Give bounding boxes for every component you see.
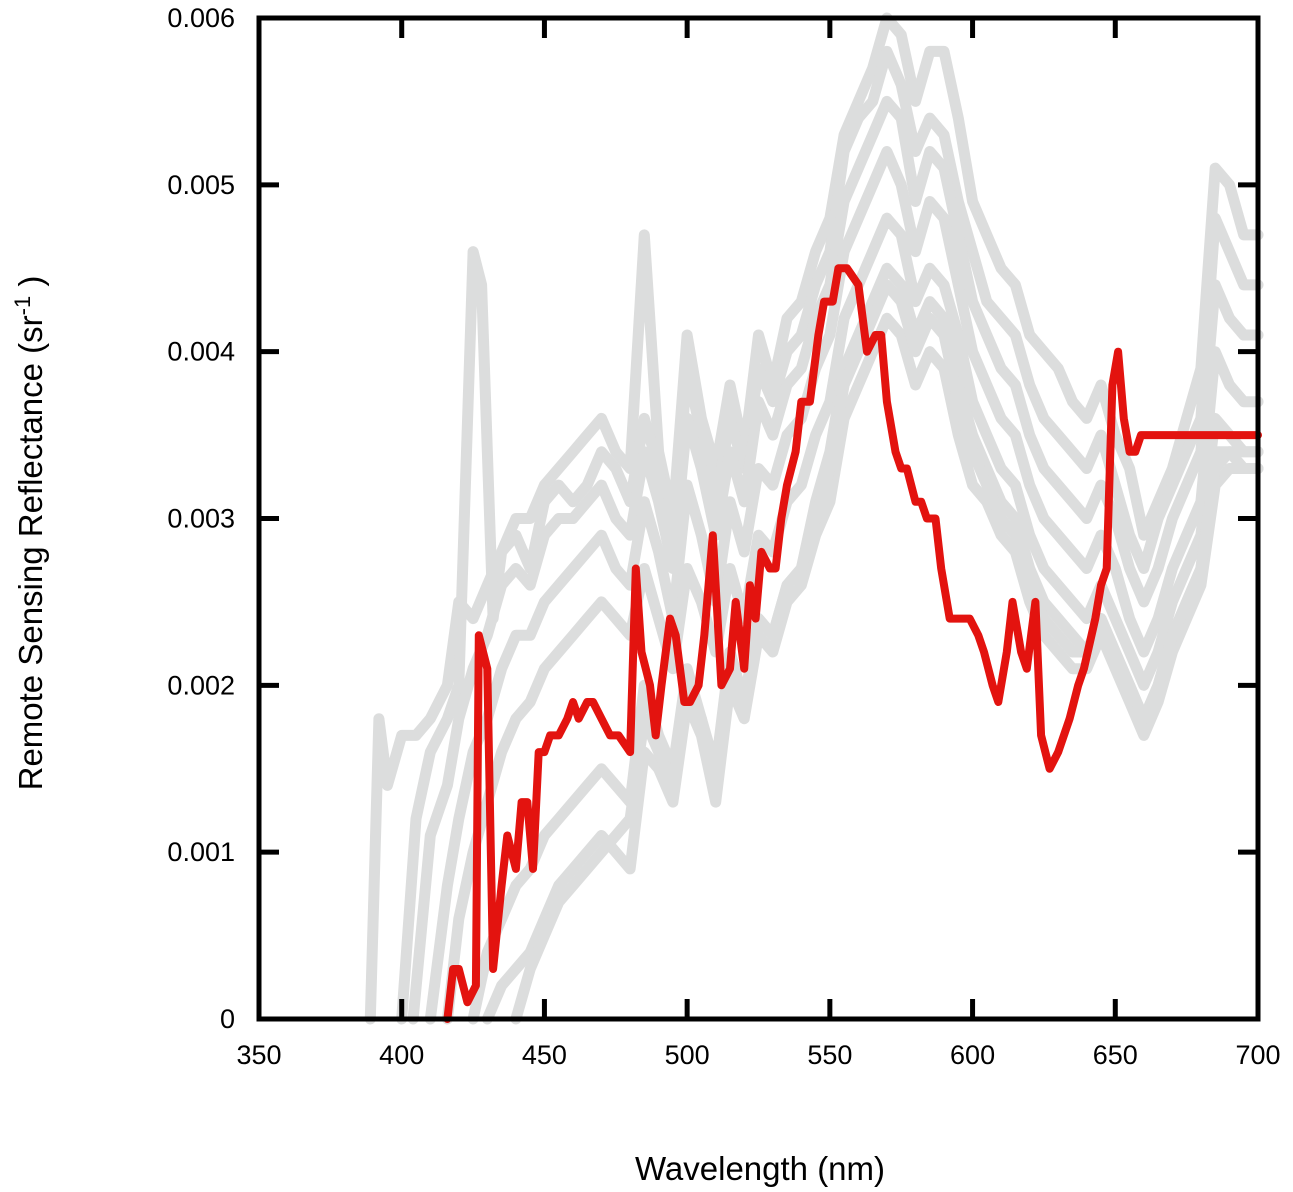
y-tick-label: 0.001 xyxy=(167,837,235,867)
background-series-line-8 xyxy=(510,279,1264,1025)
y-axis-title-superscript: -1 xyxy=(10,296,35,316)
y-tick-label: 0 xyxy=(220,1004,235,1034)
x-tick-label: 550 xyxy=(807,1040,852,1070)
x-tick-label: 700 xyxy=(1235,1040,1280,1070)
tick-labels: 350 400 450 500 550 600 650 700 0 0.001 0.002 0.003… xyxy=(167,3,1280,1070)
highlight-series-line xyxy=(443,264,1262,1023)
y-axis-title: Remote Sensing Reflectance (sr-1 ) xyxy=(10,276,49,791)
y-tick-label: 0.006 xyxy=(167,3,235,33)
highlight-series-group xyxy=(443,264,1262,1023)
background-series-line-4 xyxy=(424,146,1264,1025)
background-series-line-3 xyxy=(407,95,1264,1025)
y-tick-label: 0.002 xyxy=(167,670,235,700)
y-tick-label: 0.003 xyxy=(167,504,235,534)
background-series-line-7 xyxy=(481,312,1264,1025)
x-tick-label: 450 xyxy=(522,1040,567,1070)
x-tick-label: 400 xyxy=(379,1040,424,1070)
axis-ticks xyxy=(259,18,1258,1019)
y-axis-title-suffix: ) xyxy=(12,276,49,296)
y-tick-label: 0.005 xyxy=(167,170,235,200)
x-tick-label: 500 xyxy=(665,1040,710,1070)
y-tick-label: 0.004 xyxy=(167,337,235,367)
background-series-line-5 xyxy=(441,212,1264,1025)
y-axis-title-main: Remote Sensing Reflectance (sr xyxy=(12,315,49,790)
x-tick-label: 350 xyxy=(236,1040,281,1070)
x-tick-label: 650 xyxy=(1093,1040,1138,1070)
x-tick-label: 600 xyxy=(950,1040,995,1070)
x-axis-title: Wavelength (nm) xyxy=(635,1150,885,1187)
